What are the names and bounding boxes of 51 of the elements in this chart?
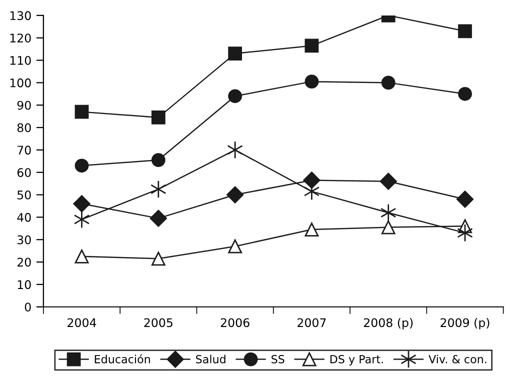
point (228, 239, 242, 254)
point (304, 38, 319, 53)
point (74, 104, 89, 119)
y-tick-label: 10 (18, 280, 31, 290)
y-tick-label: 110 (10, 56, 31, 65)
x-tick-label: 2004 (68, 318, 96, 328)
y-tick-label: 50 (18, 190, 31, 200)
y-tick-label: 100 (10, 78, 31, 88)
point (228, 89, 242, 104)
point (304, 222, 319, 236)
y-tick-label: 90 (17, 100, 31, 110)
legend-label: Salud (196, 354, 226, 364)
point (151, 153, 166, 167)
point (226, 186, 244, 204)
point (303, 172, 320, 189)
y-tick-label: 30 (18, 235, 31, 244)
y-tick-label: 130 (10, 11, 31, 20)
point (228, 46, 242, 60)
x-tick-label: 2009 (p) (440, 318, 490, 330)
y-tick-label: 0 (24, 302, 31, 312)
point (456, 190, 474, 208)
point (73, 195, 90, 212)
legend-label: Educación (94, 354, 150, 364)
y-tick-label: 70 (18, 146, 31, 155)
point (150, 210, 167, 227)
y-tick-label: 20 (17, 258, 31, 267)
legend-label: DS y Part. (330, 354, 383, 366)
point (381, 220, 396, 234)
legend-label: Viv. & con. (428, 354, 486, 364)
point (74, 158, 89, 173)
point (458, 86, 472, 101)
point (381, 76, 396, 90)
legend-label: SS (272, 354, 284, 364)
y-tick-label: 80 (17, 123, 31, 132)
y-tick-label: 40 (17, 212, 31, 222)
x-tick-label: 2005 (144, 318, 172, 328)
point (380, 204, 396, 222)
point (458, 24, 472, 38)
x-tick-label: 2006 (220, 318, 250, 328)
x-tick-label: 2008 (p) (364, 318, 413, 330)
x-tick-label: 2007 (298, 318, 326, 328)
point (151, 110, 166, 124)
point (151, 252, 166, 266)
point (74, 210, 90, 228)
point (304, 74, 319, 89)
point (380, 172, 397, 190)
point (150, 180, 166, 198)
point (74, 249, 89, 264)
y-tick-label: 60 (17, 168, 31, 178)
point (227, 140, 243, 159)
y-tick-label: 120 (10, 34, 31, 43)
